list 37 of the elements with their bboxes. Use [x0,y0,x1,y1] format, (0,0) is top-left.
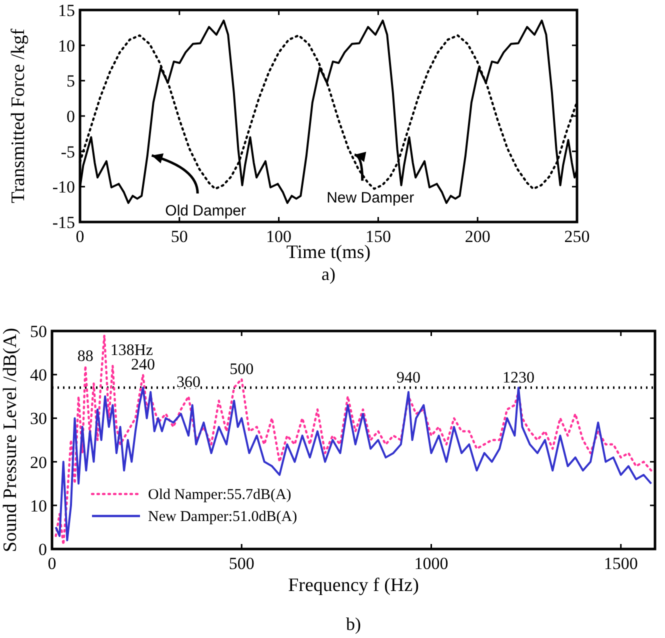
line-series [54,334,652,546]
x-tick-label: 250 [564,227,590,246]
text: b) [346,614,361,634]
annotation: 88 [77,348,94,365]
text: a) [322,264,336,284]
y-tick-label: 15 [58,1,75,20]
y-tick-label: 5 [66,72,75,91]
y-tick-label: -5 [60,142,75,162]
annotation: 940 [396,370,420,387]
x-tick-label: 1500 [604,554,638,573]
annotation: 500 [230,360,254,378]
annotation: Old Damper [165,202,246,220]
x-tick-label: 1000 [414,554,448,573]
annotation: 1230 [502,370,534,387]
y-tick-label: 30 [30,409,47,428]
line-series [54,386,652,542]
x-axis-title: Frequency f (Hz) [288,575,419,596]
x-tick-label: 200 [464,227,490,246]
y-tick-label: 40 [30,366,47,385]
annotation: New Damper [326,190,414,207]
y-tick-label: -10 [52,178,75,197]
y-tick-label: 0 [66,107,75,126]
x-tick-label: 50 [170,227,188,246]
y-tick-label: 50 [30,322,47,341]
annotation: 138Hz [110,342,153,359]
annotation: 240 [131,356,156,374]
y-tick-label: 0 [38,540,47,559]
y-tick-label: -15 [52,213,75,232]
y-axis-title: Sound Pressure Level /dB(A) [0,328,21,552]
legend-label: New Damper:51.0dB(A) [148,509,298,525]
legend-label: Old Namper:55.7dB(A) [148,487,292,503]
y-tick-label: 20 [30,452,47,472]
y-axis-title: Transmitted Force /kgf [8,28,29,204]
y-tick-label: 10 [30,496,47,516]
annotation: 360 [176,374,201,392]
x-tick-label: 500 [228,554,254,573]
y-tick-label: 10 [58,36,75,56]
